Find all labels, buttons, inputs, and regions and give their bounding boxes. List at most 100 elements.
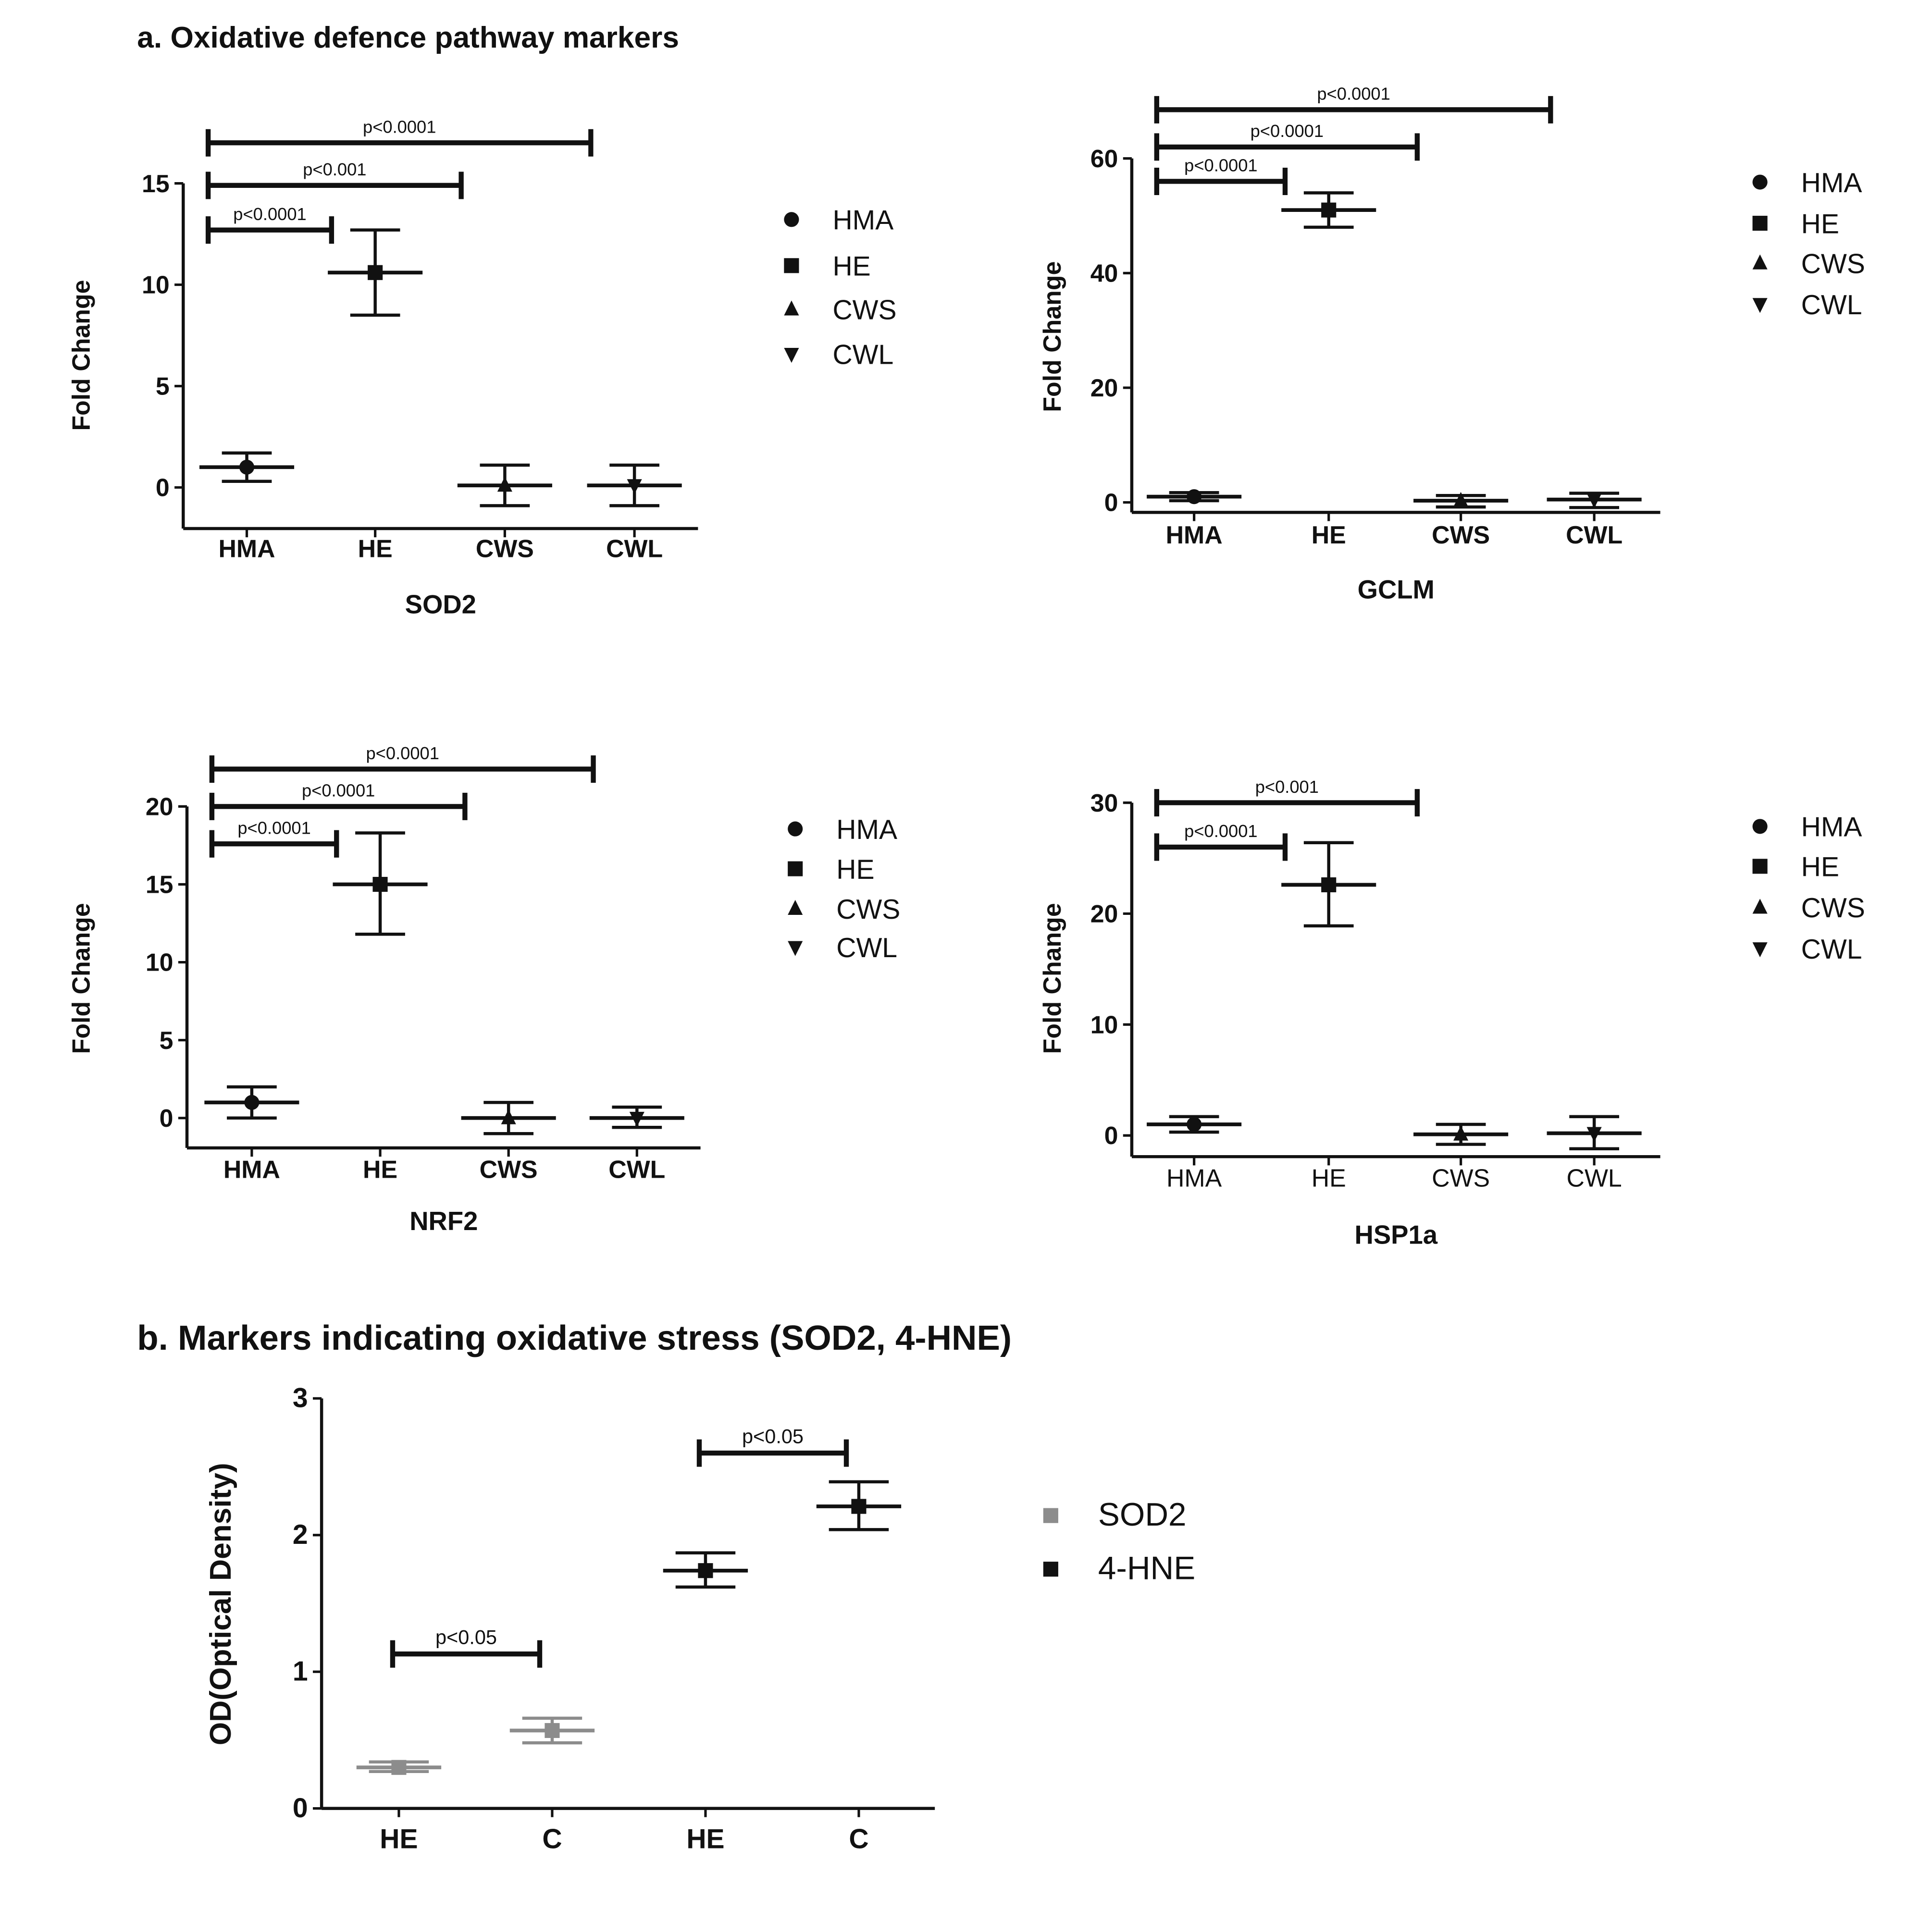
y-tick-label: 1 [293,1656,308,1687]
data-point-hma [1187,489,1202,505]
p-value-label: p<0.0001 [237,818,310,838]
legend-label: HE [836,854,874,885]
data-point-he [698,1563,713,1578]
legend-marker-cwl [784,347,799,363]
legend-label: CWL [1801,290,1862,320]
legend-label: HE [1801,852,1839,883]
legend-label: CWS [1801,248,1865,279]
x-tick-label: C [542,1824,562,1855]
y-tick-label: 20 [146,793,173,821]
p-value-label: p<0.0001 [302,781,375,801]
x-tick-label: HMA [223,1155,280,1183]
y-tick-label: 20 [1090,900,1118,928]
data-point-hma [239,459,255,475]
data-point-hma [1187,1117,1202,1132]
data-point-cwl [629,1111,644,1127]
y-tick-label: 0 [293,1793,308,1823]
legend-marker-cws [1752,254,1768,270]
data-point-cws [497,477,512,492]
data-point-c [545,1723,560,1738]
legend-marker-he [788,861,803,876]
y-tick-label: 60 [1090,145,1118,172]
x-tick-label: HMA [1166,1164,1222,1192]
legend-label: 4-HNE [1098,1550,1195,1586]
x-tick-label: HE [686,1824,724,1855]
legend-label: HMA [832,205,893,236]
data-point-he [1321,877,1337,892]
legend-marker-cwl [1752,298,1768,313]
p-value-label: p<0.001 [303,160,366,179]
x-axis-title: SOD2 [405,590,476,619]
legend-label: HMA [1801,812,1862,843]
x-tick-label: CWL [606,535,663,563]
data-point-cws [1453,1125,1469,1141]
p-value-label: p<0.0001 [363,117,436,137]
p-value-label: p<0.0001 [1317,84,1390,104]
legend-marker-4-hne [1043,1562,1058,1577]
y-tick-label: 0 [160,1104,173,1132]
x-tick-label: HE [380,1824,418,1855]
legend-marker-cws [788,899,803,915]
data-point-c [851,1499,867,1514]
legend-marker-cwl [788,941,803,956]
legend-marker-he [1752,859,1768,874]
p-value-label: p<0.05 [742,1425,804,1447]
chart-panel-nrf2: 0 5 10 15 20 Fold Change HMA HE CWS CWL p<0.0001 p<… [67,743,901,1236]
legend-label: CWL [832,340,893,370]
section-b-title: b. Markers indicating oxidative stress (… [137,1318,1012,1357]
data-point-cws [1453,492,1469,507]
x-tick-label: CWL [1566,521,1622,549]
legend-label: CWL [836,933,897,963]
legend-marker-hma [784,212,799,227]
section-a-title: a. Oxidative defence pathway markers [137,21,679,54]
data-point-hma [244,1095,260,1110]
x-tick-label: HE [363,1155,397,1183]
chart-panel-sod2: 0 5 10 15 Fold Change HMA HE CWS CWL p<0.0001 p<0.… [67,117,897,619]
legend-label: CWS [1801,893,1865,924]
legend-label: HE [1801,209,1839,239]
legend-marker-he [1752,216,1768,231]
p-value-label: p<0.0001 [1184,156,1257,175]
y-tick-label: 30 [1090,789,1118,817]
p-value-label: p<0.0001 [1251,121,1324,141]
x-tick-label: HE [358,535,393,563]
x-tick-label: HE [1312,1164,1346,1192]
y-tick-label: 10 [146,949,173,976]
legend-marker-cws [784,300,799,316]
x-tick-label: HMA [218,535,275,563]
legend-label: CWS [836,894,900,925]
y-axis-label: Fold Change [67,903,95,1054]
y-tick-label: 10 [142,271,170,299]
legend-label: HE [832,251,870,282]
legend-marker-cws [1752,899,1768,914]
y-tick-label: 15 [142,170,170,197]
y-tick-label: 5 [160,1026,173,1054]
data-point-cwl [1586,493,1602,508]
y-tick-label: 10 [1090,1010,1118,1038]
data-point-he [1321,202,1337,218]
legend-label: CWS [832,295,896,325]
x-axis-title: GCLM [1358,575,1435,604]
x-tick-label: CWL [608,1155,665,1183]
x-tick-label: CWL [1567,1164,1622,1192]
legend-marker-hma [1752,819,1768,834]
legend-marker-hma [788,821,803,837]
y-tick-label: 3 [293,1382,308,1413]
x-axis-title: NRF2 [409,1207,478,1236]
data-point-cwl [1586,1127,1602,1142]
x-tick-label: C [849,1824,868,1855]
legend-marker-cwl [1752,942,1768,958]
legend-label: HMA [836,814,897,845]
x-tick-label: CWS [1432,1164,1490,1192]
chart-panel-hsp1a: 0 10 20 30 Fold Change HMA HE CWS CWL p<0.0001 p<0… [1038,777,1865,1250]
legend-marker-sod2 [1043,1508,1058,1523]
data-point-he [372,876,388,892]
legend-label: HMA [1801,168,1862,198]
y-tick-label: 0 [1104,489,1118,517]
x-tick-label: HE [1312,521,1346,549]
p-value-label: p<0.0001 [1184,821,1257,841]
y-tick-label: 2 [293,1519,308,1550]
data-point-cwl [627,479,642,494]
